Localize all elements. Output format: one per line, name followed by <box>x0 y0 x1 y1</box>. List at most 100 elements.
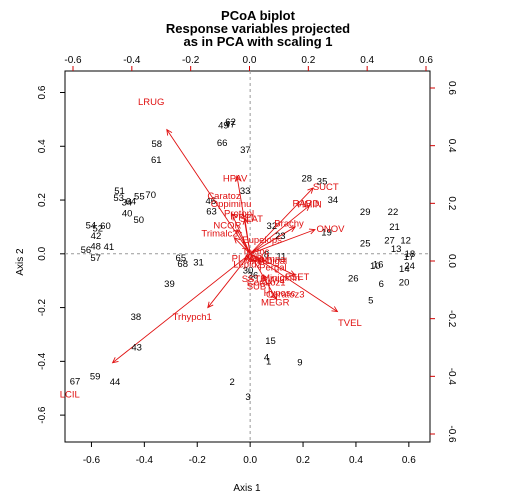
site-label: 43 <box>131 343 142 354</box>
left-tick-label: 0.4 <box>37 139 48 153</box>
species-label: LRUG <box>138 97 164 108</box>
site-label: 49 <box>218 121 229 132</box>
species-label: MEGR <box>261 298 290 309</box>
right-tick-label: 0.0 <box>446 254 457 268</box>
site-label: 4 <box>264 353 269 364</box>
species-label: FSET <box>285 272 309 283</box>
top-tick-label: -0.2 <box>182 55 200 66</box>
bottom-tick-label: -0.4 <box>136 455 154 466</box>
species-label: Pergal <box>259 262 286 273</box>
species-label: Tectoc <box>242 247 270 258</box>
site-label: 6 <box>379 279 384 290</box>
right-tick-label: -0.2 <box>446 310 457 328</box>
site-label: 3 <box>245 392 250 403</box>
bottom-tick-label: 0.4 <box>349 455 363 466</box>
site-label: 47 <box>225 120 236 131</box>
species-arrow-head <box>271 293 278 301</box>
species-label: TVEL <box>338 318 362 329</box>
bottom-tick-label: -0.2 <box>189 455 207 466</box>
site-label: 58 <box>151 139 162 150</box>
left-tick-label: -0.2 <box>37 299 48 317</box>
chart-title-line-1: PCoA biplot <box>221 8 296 23</box>
left-tick-label: -0.6 <box>37 406 48 424</box>
site-label: 18 <box>405 249 416 260</box>
species-arrow-head <box>307 187 314 194</box>
site-label: 56 <box>81 245 92 256</box>
species-arrow-head <box>166 128 173 136</box>
species-arrow-shaft <box>249 187 314 255</box>
species-arrow-shaft <box>236 229 251 255</box>
species-label: HMIN <box>298 200 322 211</box>
plot-frame <box>64 70 431 443</box>
species-arrow-shaft <box>112 253 251 364</box>
site-label: 10 <box>370 261 381 272</box>
bottom-tick-label: 0.2 <box>296 455 310 466</box>
species-label: Eupelops <box>242 235 282 246</box>
species-label: Ceratoz1 <box>247 278 286 289</box>
bottom-tick-label: 0.0 <box>243 455 257 466</box>
bottom-tick-label: -0.6 <box>83 455 101 466</box>
site-label: 32 <box>267 221 278 232</box>
left-tick-label: 0.2 <box>37 193 48 207</box>
site-label: 65 <box>176 253 187 264</box>
species-label: Trhypch1 <box>173 312 212 323</box>
species-arrow-shaft <box>249 229 316 255</box>
species-label: SSTR <box>242 274 267 285</box>
site-label: 22 <box>388 207 399 218</box>
top-tick-label: 0.2 <box>301 55 315 66</box>
right-tick-label: 0.2 <box>446 196 457 210</box>
site-label: 46 <box>205 196 216 207</box>
top-tick-label: 0.6 <box>419 55 433 66</box>
site-label: 51 <box>114 186 125 197</box>
axes-layer: -0.6 -0.4 -0.2 0.0 0.2 0.4 0.6 -0.6 -0.4 -0.2 0.0 0… <box>37 55 457 466</box>
species-label: Ceratoz3 <box>266 289 305 300</box>
site-label: 38 <box>131 312 142 323</box>
site-label: 60 <box>100 221 111 232</box>
bottom-tick-label: 0.6 <box>402 455 416 466</box>
chart-title-line-3: as in PCA with scaling 1 <box>183 34 332 49</box>
species-label: ALLLI <box>244 252 269 263</box>
species-arrow-shaft <box>249 205 310 255</box>
site-label: 23 <box>275 231 286 242</box>
species-label: SLAT <box>240 214 263 225</box>
species-arrow-shaft <box>249 253 338 312</box>
species-arrow-shaft <box>244 218 251 254</box>
site-label: 28 <box>301 173 312 184</box>
site-label: 29 <box>360 207 371 218</box>
site-label: 20 <box>399 278 410 289</box>
species-label: Lepidz <box>233 259 261 270</box>
species-arrow-head <box>303 204 311 212</box>
species-label: ONOV <box>317 224 346 235</box>
species-label: MPRO <box>244 256 273 267</box>
species-label: RARD <box>292 198 319 209</box>
site-label: 34 <box>122 198 133 209</box>
species-label: Protopl <box>224 209 254 220</box>
site-label: 44 <box>110 377 121 388</box>
site-label: 67 <box>70 376 81 387</box>
species-arrow-head <box>236 228 243 236</box>
site-label: 62 <box>225 117 236 128</box>
site-label: 13 <box>391 244 402 255</box>
species-arrow-head <box>111 357 119 364</box>
species-arrow-head <box>231 212 237 220</box>
site-label: 64 <box>126 197 137 208</box>
site-label: 24 <box>404 261 415 272</box>
species-arrow-head <box>331 306 339 313</box>
site-label: 19 <box>321 228 332 239</box>
site-label: 15 <box>265 336 276 347</box>
site-label: 2 <box>230 377 235 388</box>
left-tick-label: 0.0 <box>37 246 48 260</box>
chart-title-line-2: Response variables projected <box>166 21 350 36</box>
site-label: 41 <box>104 242 115 253</box>
species-arrow-shaft <box>231 213 251 254</box>
site-label: 31 <box>193 258 204 269</box>
site-label: 33 <box>240 186 251 197</box>
site-label: 30 <box>243 266 254 277</box>
site-label: 36 <box>248 270 259 281</box>
top-tick-label: -0.6 <box>64 55 82 66</box>
species-label: Caratoz <box>207 191 241 202</box>
site-label: 42 <box>91 231 102 242</box>
species-arrow-shaft <box>207 253 251 308</box>
